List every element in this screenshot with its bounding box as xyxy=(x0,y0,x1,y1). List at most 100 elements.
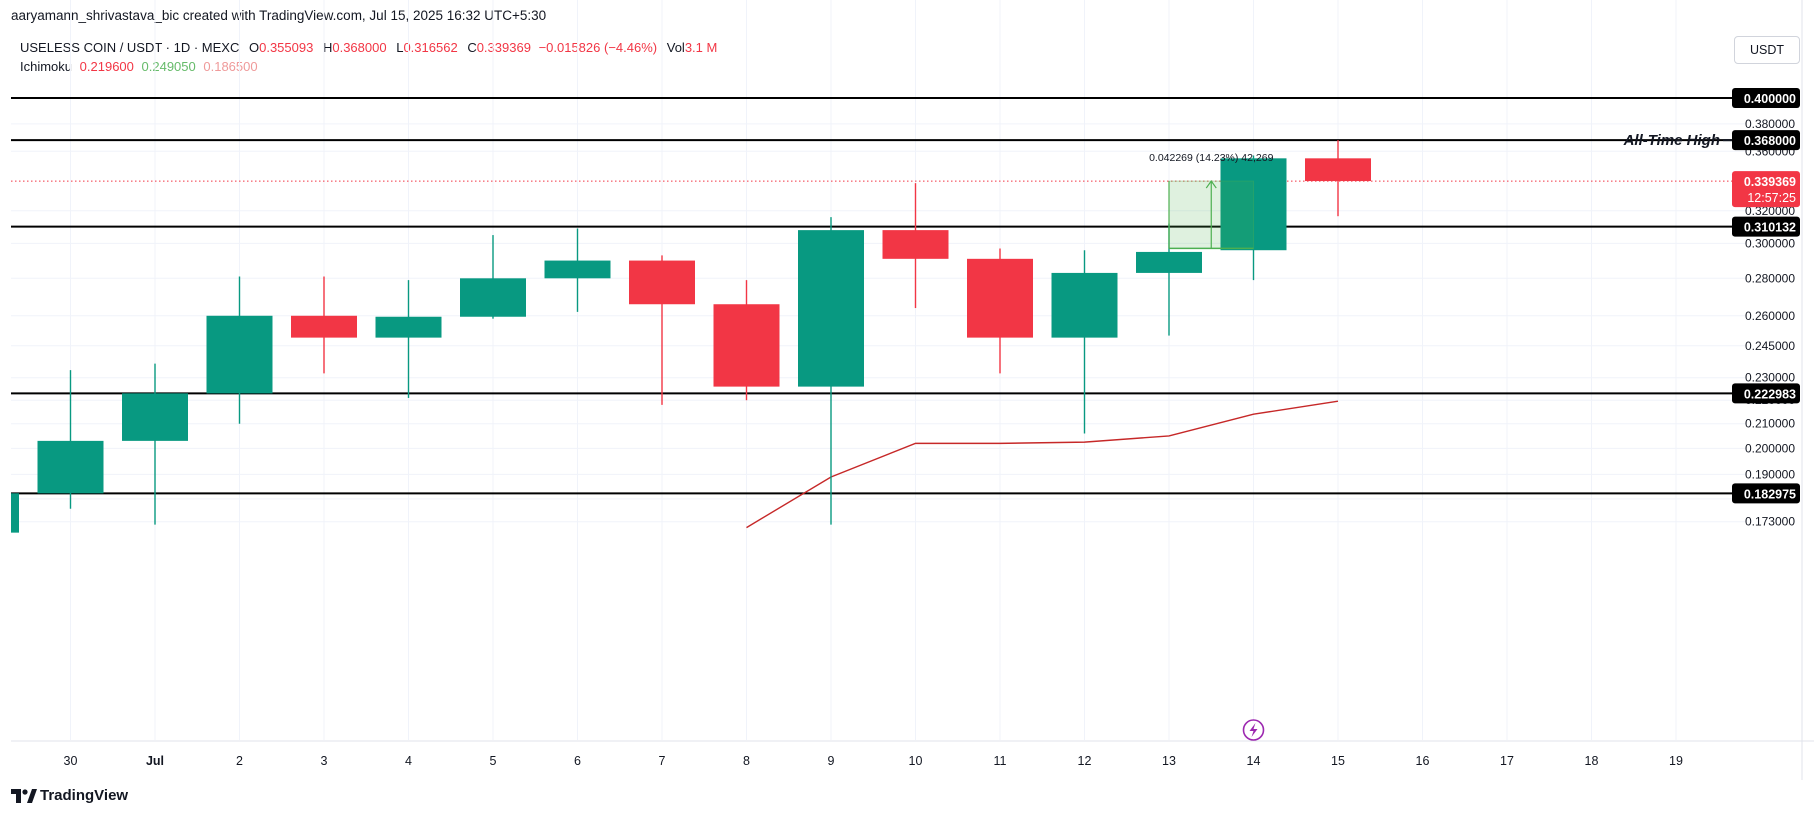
candle xyxy=(967,248,1033,374)
candle-body xyxy=(1305,158,1371,182)
level-badge-label: 0.368000 xyxy=(1744,134,1796,148)
price-tick-label: 0.260000 xyxy=(1745,309,1795,323)
price-tick-label: 0.380000 xyxy=(1745,117,1795,131)
level-badge xyxy=(1732,483,1800,504)
time-tick-label: 10 xyxy=(909,754,923,768)
candle xyxy=(1220,155,1287,281)
candle-body xyxy=(1051,272,1118,338)
ichimoku-value-3: 0.186500 xyxy=(203,59,258,74)
change-value: −0.015826 (−4.46%) xyxy=(538,40,658,55)
time-tick-label: 6 xyxy=(574,754,581,768)
candle xyxy=(798,217,864,525)
candle xyxy=(629,255,695,405)
last-price-value: 0.339369 xyxy=(1744,175,1796,189)
time-tick-label: 4 xyxy=(405,754,412,768)
level-badge-label: 0.310132 xyxy=(1744,221,1796,235)
price-tick-label: 0.190000 xyxy=(1745,467,1795,481)
tradingview-logo[interactable]: TradingView xyxy=(11,787,128,804)
candle-body xyxy=(1136,251,1202,273)
symbol-legend: USELESS COIN / USDT · 1D · MEXC O0.35509… xyxy=(20,38,717,76)
low-label: L xyxy=(396,40,404,55)
price-tick-label: 0.320000 xyxy=(1745,204,1795,218)
low-value: 0.316562 xyxy=(403,40,458,55)
level-badge-label: 0.400000 xyxy=(1744,92,1796,106)
price-tick-label: 0.200000 xyxy=(1745,441,1795,455)
price-tick-label: 0.300000 xyxy=(1745,236,1795,250)
lightning-icon[interactable] xyxy=(1242,719,1265,741)
ohlc-row: USELESS COIN / USDT · 1D · MEXC O0.35509… xyxy=(20,38,717,57)
candle xyxy=(206,276,273,424)
level-badge xyxy=(1732,88,1800,108)
level-badge-label: 0.182975 xyxy=(1744,487,1796,501)
measure-tool[interactable]: 0.042269 (14.23%) 42,269 xyxy=(1149,152,1274,250)
volume-label: Vol xyxy=(666,40,685,55)
volume-value: 3.1 M xyxy=(684,40,718,55)
candle xyxy=(11,493,19,533)
time-tick-label: 9 xyxy=(828,754,835,768)
time-tick-label: 14 xyxy=(1247,754,1261,768)
time-axis[interactable]: 30 Jul 2 3 4 5 6 7 8 9 10 11 12 13 14 15 16 17 18 19 xyxy=(64,754,1683,768)
ichimoku-line xyxy=(746,400,1339,529)
time-tick-label: 17 xyxy=(1500,754,1514,768)
candle-body xyxy=(11,493,19,533)
candle-body xyxy=(713,304,780,387)
time-tick-label: 13 xyxy=(1162,754,1176,768)
measure-arrow-head xyxy=(1205,180,1217,189)
last-price-countdown: 12:57:25 xyxy=(1747,191,1796,205)
level-badge xyxy=(1732,130,1800,151)
time-tick-label: 18 xyxy=(1585,754,1599,768)
ichimoku-series xyxy=(746,400,1339,529)
candle xyxy=(122,363,188,525)
candle-body xyxy=(291,315,357,338)
lightning-icon-bolt xyxy=(1249,723,1258,737)
price-tick-label: 0.245000 xyxy=(1745,339,1795,353)
ichimoku-value-1: 0.219600 xyxy=(79,59,134,74)
time-tick-label: Jul xyxy=(146,754,164,768)
open-value: 0.355093 xyxy=(259,40,314,55)
symbol-title[interactable]: USELESS COIN / USDT · 1D · MEXC xyxy=(20,40,240,55)
last-price-badge xyxy=(1732,171,1800,208)
open-label: O xyxy=(248,40,260,55)
price-tick-label: 0.280000 xyxy=(1745,271,1795,285)
candle xyxy=(460,235,526,319)
level-badge xyxy=(1732,216,1800,237)
indicator-name[interactable]: Ichimoku xyxy=(20,59,73,74)
candle xyxy=(375,280,442,398)
published-by: aaryamann_shrivastava_bic created with T… xyxy=(11,8,547,23)
tradingview-logo-icon xyxy=(11,788,37,803)
candle xyxy=(1051,250,1118,434)
candle-body xyxy=(206,315,273,394)
close-label: C xyxy=(467,40,477,55)
candle-body xyxy=(37,440,104,494)
level-annotation: All-Time High xyxy=(1623,132,1720,149)
price-tick-label: 0.210000 xyxy=(1745,417,1795,431)
close-value: 0.339369 xyxy=(476,40,531,55)
candle xyxy=(882,183,949,309)
time-tick-label: 19 xyxy=(1669,754,1683,768)
level-badge-label: 0.222983 xyxy=(1744,387,1796,401)
high-label: H xyxy=(322,40,333,55)
candle-body xyxy=(122,393,188,441)
measure-label: 0.042269 (14.23%) 42,269 xyxy=(1149,152,1274,164)
tradingview-logo-text: TradingView xyxy=(40,787,129,804)
time-tick-label: 2 xyxy=(236,754,243,768)
time-tick-label: 15 xyxy=(1331,754,1345,768)
candle xyxy=(37,370,104,509)
candle-body xyxy=(798,230,864,387)
candle xyxy=(713,280,780,401)
candle xyxy=(544,228,611,312)
price-tick-label: 0.173000 xyxy=(1745,515,1795,529)
currency-button[interactable]: USDT xyxy=(1734,36,1800,64)
time-tick-label: 3 xyxy=(321,754,328,768)
annotation-dash xyxy=(1723,139,1735,142)
candles xyxy=(11,140,1371,533)
candle xyxy=(1305,140,1371,217)
price-badges: 0.400000 0.368000 0.310132 0.222983 0.182975… xyxy=(1732,88,1800,504)
high-value: 0.368000 xyxy=(332,40,387,55)
horizontal-levels: All-Time High xyxy=(11,97,1745,495)
time-tick-label: 16 xyxy=(1416,754,1430,768)
level-badge xyxy=(1732,383,1800,404)
candle-body xyxy=(1220,158,1287,251)
time-tick-label: 5 xyxy=(490,754,497,768)
